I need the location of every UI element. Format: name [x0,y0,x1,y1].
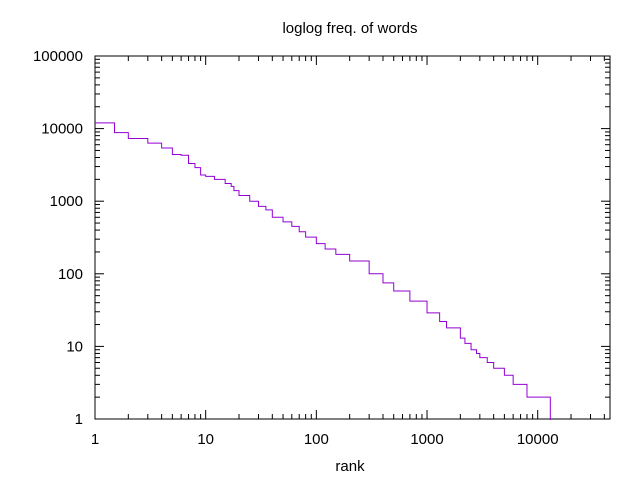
x-tick-label: 1 [91,431,99,448]
y-tick-label: 100000 [33,48,83,65]
chart-title: loglog freq. of words [282,20,417,37]
x-tick-label: 10 [197,431,214,448]
series-layer [95,122,551,420]
y-tick-label: 100 [58,266,83,283]
series-line-0 [95,122,551,420]
x-axis-label: rank [335,458,365,475]
x-tick-label: 10000 [517,431,559,448]
y-tick-label: 10000 [41,121,83,138]
plot-frame [94,55,611,420]
y-tick-label: 1 [75,411,83,428]
y-tick-label: 1000 [50,193,83,210]
x-tick-label: 1000 [410,431,443,448]
y-tick-label: 10 [66,338,83,355]
x-tick-label: 100 [304,431,329,448]
axis-ticks: 1 10 100 1000 10000 1 10 100 1000 10000 100000 [33,48,610,448]
